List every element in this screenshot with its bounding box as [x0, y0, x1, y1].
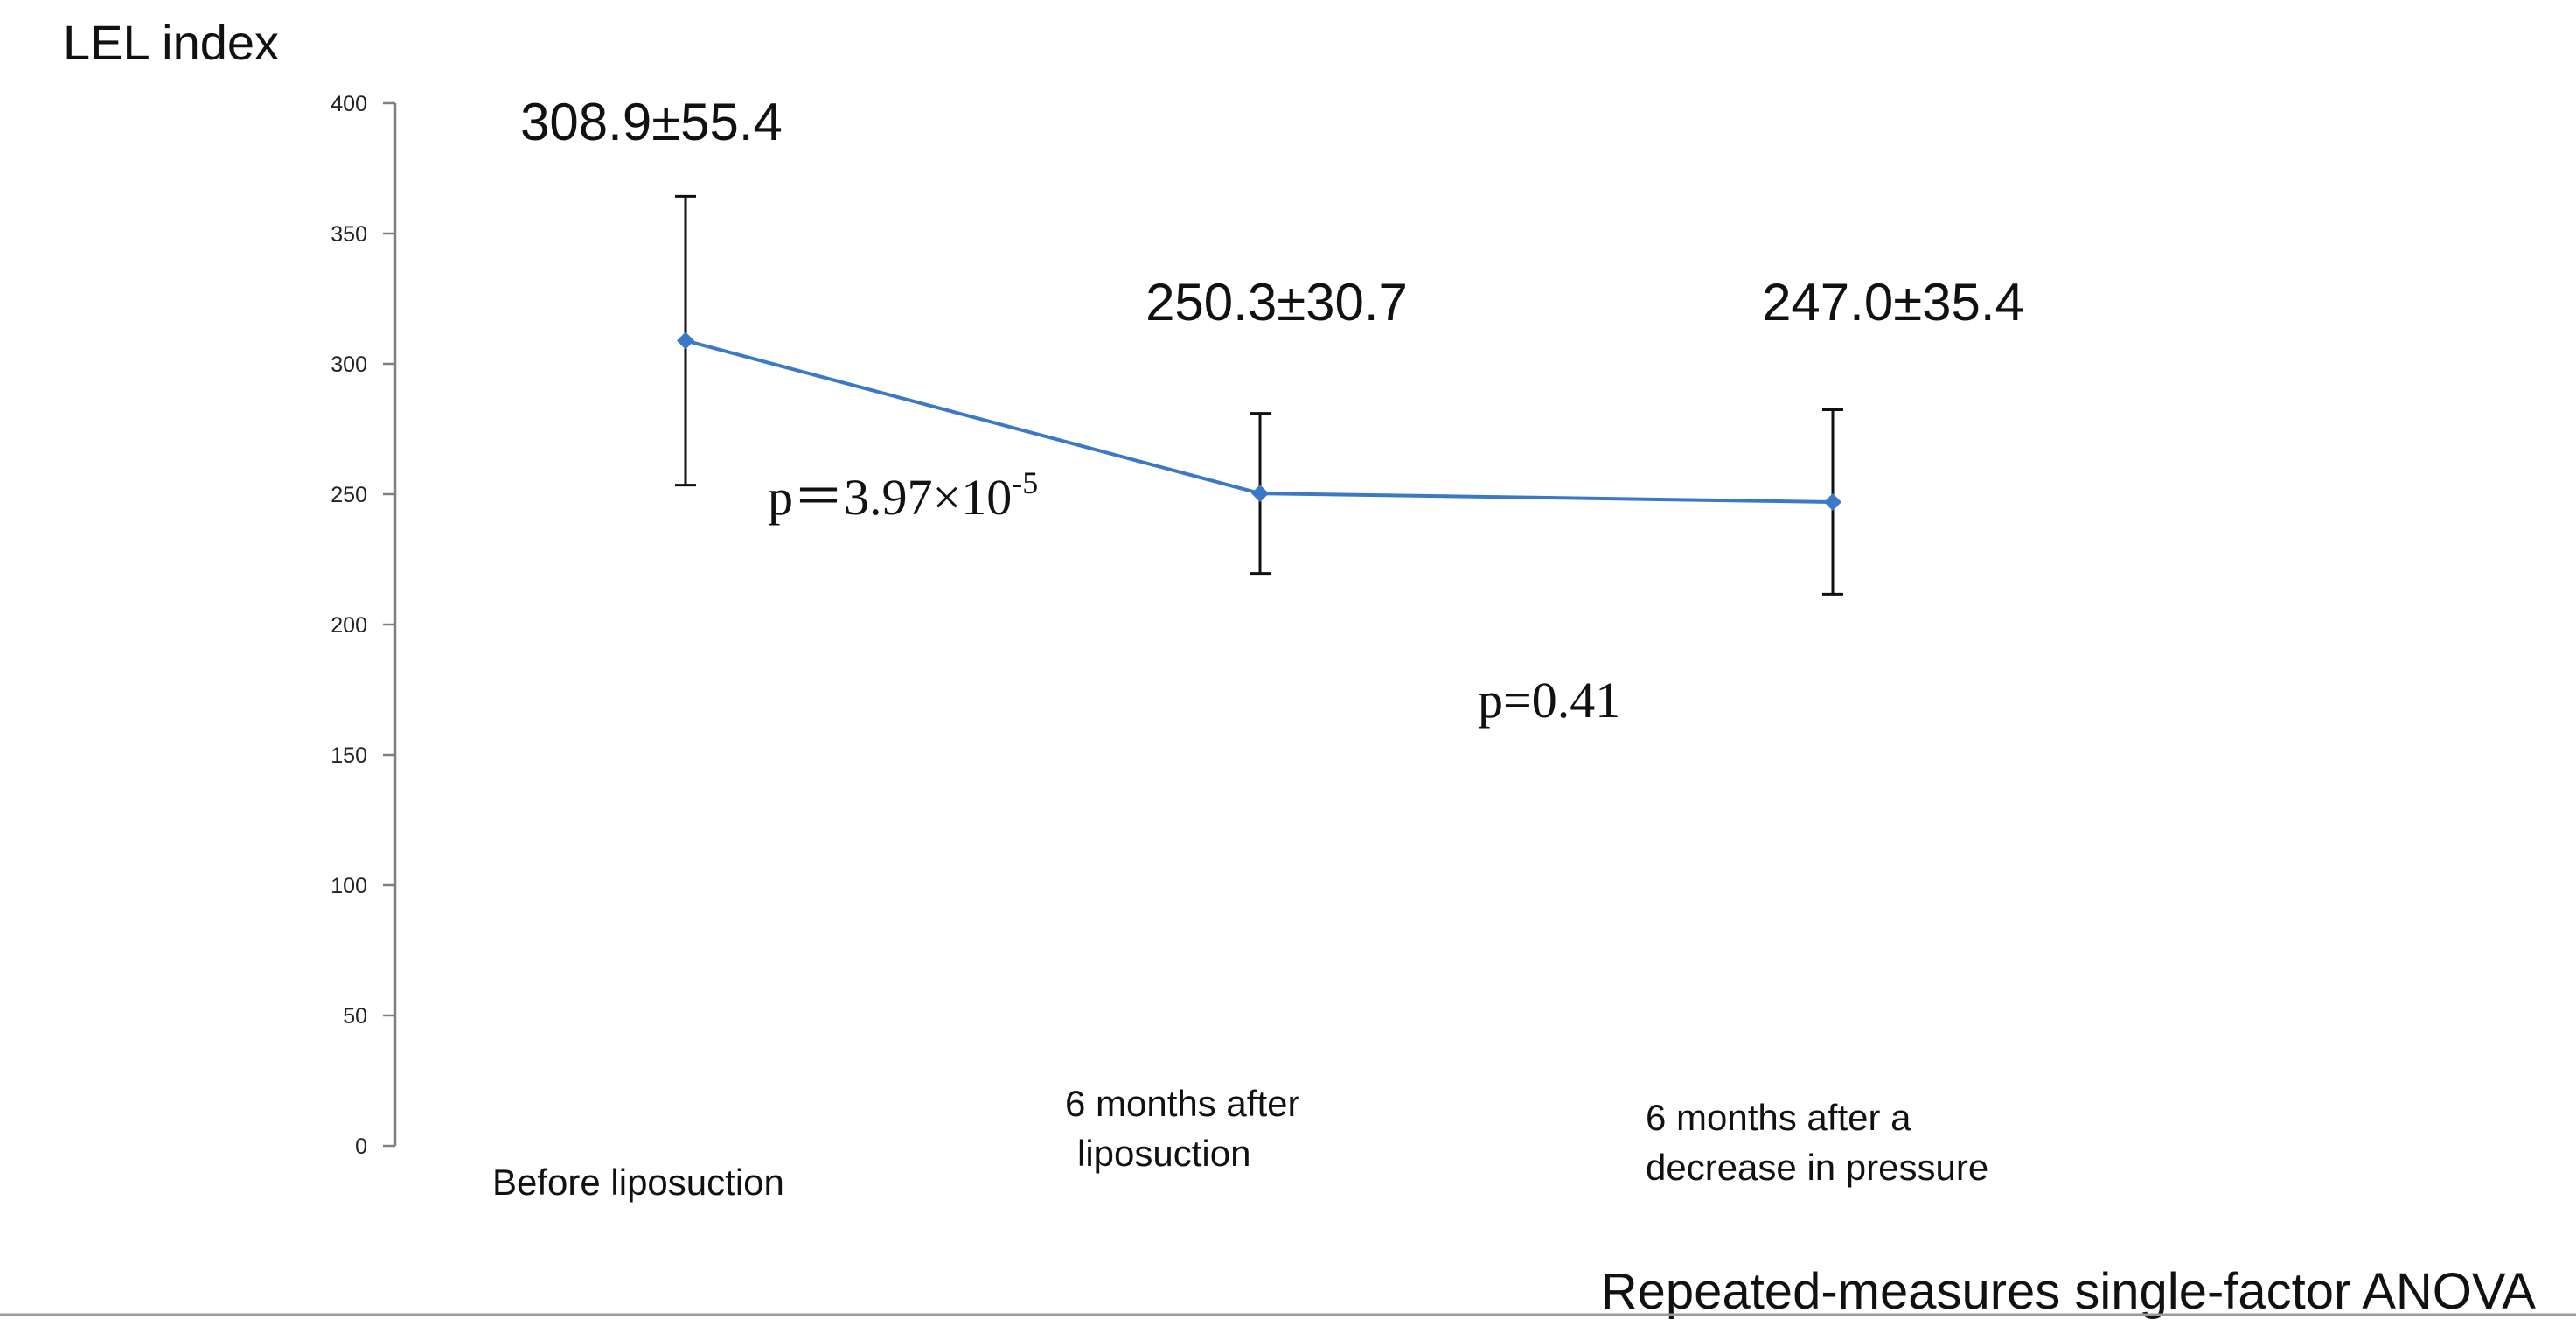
category-labels: Before liposuction 6 months after liposuct…	[492, 1083, 1988, 1203]
y-tick-label: 50	[343, 1004, 367, 1029]
value-label: 250.3±30.7	[1145, 273, 1408, 332]
x-category-label: 6 months after a decrease in pressure	[1646, 1097, 1988, 1188]
y-axis-label: LEL index	[63, 15, 279, 70]
x-category-label: 6 months after liposuction	[1065, 1083, 1299, 1174]
x-category-label: Before liposuction	[492, 1162, 784, 1203]
y-tick-label: 300	[331, 352, 367, 377]
error-bars	[675, 194, 1843, 596]
p-value-2-main: p=0.41	[1478, 672, 1620, 729]
value-label: 247.0±35.4	[1762, 273, 2024, 332]
data-points	[677, 332, 1841, 511]
p-value-annotation-2: p=0.41	[1478, 672, 1620, 729]
y-tick-label: 150	[331, 743, 367, 768]
y-tick-label: 400	[331, 92, 367, 116]
y-tick-label: 350	[331, 222, 367, 247]
data-point-marker	[1251, 485, 1269, 503]
y-tick-label: 200	[331, 613, 367, 638]
value-label: 308.9±55.4	[520, 93, 783, 151]
data-point-marker	[1824, 492, 1841, 511]
y-tick-label: 100	[331, 874, 367, 898]
y-axis-ticks: 0 50 100 150 200 250 300 350 400	[331, 92, 395, 1159]
p-value-1-main: p＝3.97×10	[768, 469, 1012, 526]
p-value-annotation-1: p＝3.97×10-5	[768, 465, 1038, 526]
statistical-method-note: Repeated-measures single-factor ANOVA	[1601, 1263, 2537, 1320]
y-tick-label: 0	[355, 1134, 367, 1159]
value-labels: 308.9±55.4 250.3±30.7 247.0±35.4	[520, 93, 2024, 332]
y-tick-label: 250	[331, 483, 367, 507]
data-point-marker	[677, 332, 694, 350]
p-value-1-exponent: -5	[1012, 465, 1038, 500]
